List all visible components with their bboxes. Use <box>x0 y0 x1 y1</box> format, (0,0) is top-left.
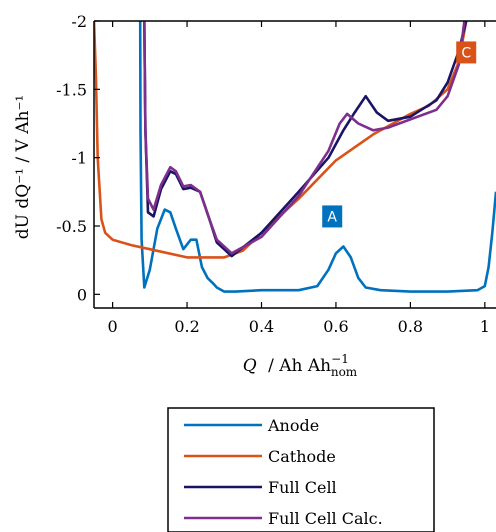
annotation-label-c: C <box>461 45 471 61</box>
x-tick-label: 1 <box>480 317 490 336</box>
legend-label-full-cell: Full Cell <box>268 478 337 497</box>
annotation-badge-c <box>456 41 477 64</box>
y-tick-label: -1 <box>71 149 87 168</box>
y-tick-label: 0 <box>77 285 87 304</box>
legend-box <box>167 407 435 532</box>
legend-label-full-cell-calc: Full Cell Calc. <box>268 509 383 528</box>
plot-frame <box>93 20 496 309</box>
x-axis-label: Q / Ah Ah−1 nom <box>243 352 358 379</box>
x-tick-label: 0.4 <box>249 317 274 336</box>
x-tick-label: 0.6 <box>323 317 348 336</box>
x-axis-label-sub: nom <box>331 365 358 379</box>
x-axis-label-sup: −1 <box>331 352 349 366</box>
legend-label-anode: Anode <box>267 416 319 435</box>
y-tick-label: -1.5 <box>56 80 87 99</box>
x-axis-label-unit: / Ah Ah <box>268 356 331 376</box>
x-tick-label: 0 <box>108 317 118 336</box>
y-tick-label: -2 <box>71 12 87 31</box>
legend-label-cathode: Cathode <box>268 447 336 466</box>
x-tick-label: 0.2 <box>174 317 199 336</box>
annotation-badge-a <box>322 205 343 228</box>
legend: Anode Cathode Full Cell Full Cell Calc. <box>167 407 435 532</box>
series-line-anode <box>138 21 496 293</box>
x-tick-label: 0.8 <box>398 317 423 336</box>
y-tick-label: -0.5 <box>56 217 87 236</box>
y-axis-label: dU dQ⁻¹ / V Ah⁻¹ <box>13 95 33 239</box>
data-curves <box>94 21 496 293</box>
series-line-cathode <box>94 21 468 259</box>
annotation-label-a: A <box>327 209 337 225</box>
axis-ticks: 0 0.2 0.4 0.6 0.8 1 0 -0.5 -1 -1.5 -2 <box>56 12 490 336</box>
series-line-full-cell-calc <box>143 21 466 255</box>
annotations: AC <box>322 41 477 228</box>
series-line-full-cell <box>143 21 468 258</box>
x-axis-label-q: Q <box>243 356 257 376</box>
